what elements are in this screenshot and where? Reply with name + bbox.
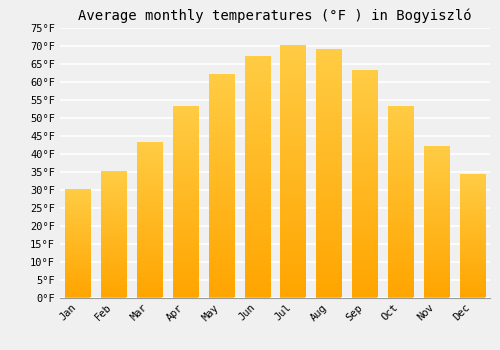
Bar [101,172,126,298]
Bar [352,71,377,298]
Bar [280,46,305,298]
Bar [66,190,90,298]
Bar [244,57,270,298]
Bar [137,143,162,298]
Bar [316,50,342,298]
Bar [388,107,413,298]
Bar [424,147,449,298]
Bar [460,175,484,298]
Title: Average monthly temperatures (°F ) in Bogyiszló: Average monthly temperatures (°F ) in Bo… [78,8,472,23]
Bar [173,107,198,298]
Bar [208,75,234,298]
